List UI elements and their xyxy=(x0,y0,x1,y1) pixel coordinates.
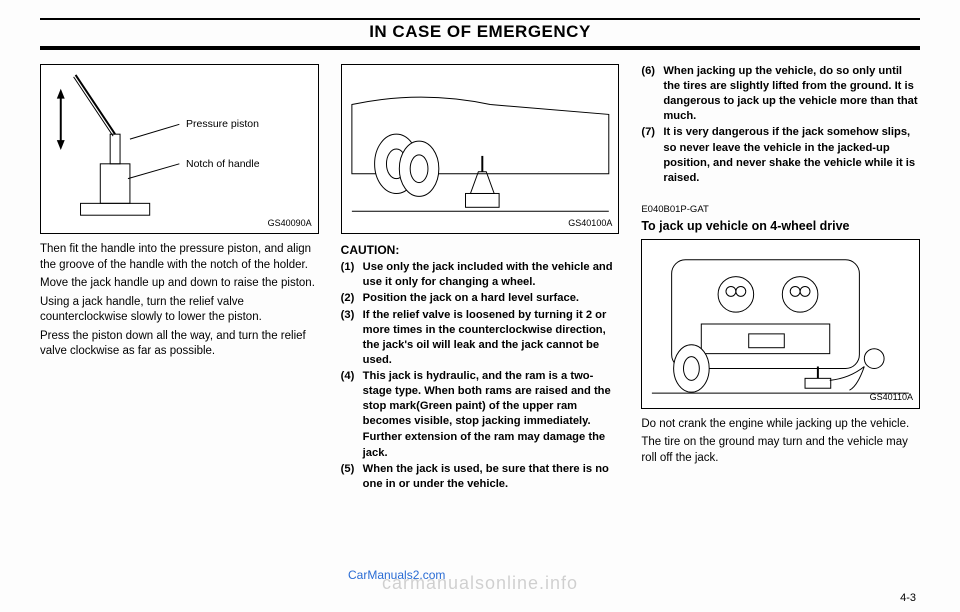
col3-p2: The tire on the ground may turn and the … xyxy=(641,435,920,466)
col1-p4: Press the piston down all the way, and t… xyxy=(40,329,319,360)
list-item: (1)Use only the jack included with the v… xyxy=(341,260,620,290)
figure-code: GS40110A xyxy=(870,391,913,403)
column-3: (6)When jacking up the vehicle, do so on… xyxy=(641,64,920,493)
col1-p3: Using a jack handle, turn the relief val… xyxy=(40,295,319,326)
page-number: 4-3 xyxy=(900,592,916,604)
col1-p2: Move the jack handle up and down to rais… xyxy=(40,276,319,292)
figure-4wd-jack: GS40110A xyxy=(641,239,920,409)
figure-jack-handle: Pressure piston Notch of handle GS40090A xyxy=(40,64,319,234)
list-item: (7)It is very dangerous if the jack some… xyxy=(641,125,920,185)
list-item: (4)This jack is hydraulic, and the ram i… xyxy=(341,369,620,429)
list-item: Further extension of the ram may damage … xyxy=(341,430,620,460)
fourwd-illustration xyxy=(642,240,919,408)
rule-thick xyxy=(40,46,920,50)
section-title: To jack up vehicle on 4-wheel drive xyxy=(641,218,920,235)
columns: Pressure piston Notch of handle GS40090A… xyxy=(40,64,920,493)
column-2: GS40100A CAUTION: (1)Use only the jack i… xyxy=(341,64,620,493)
column-1: Pressure piston Notch of handle GS40090A… xyxy=(40,64,319,493)
page-header: IN CASE OF EMERGENCY xyxy=(40,22,920,46)
caution-list-continued: (6)When jacking up the vehicle, do so on… xyxy=(641,64,920,186)
col1-p1: Then fit the handle into the pressure pi… xyxy=(40,242,319,273)
rule-top xyxy=(40,18,920,20)
list-item: (6)When jacking up the vehicle, do so on… xyxy=(641,64,920,124)
col3-p1: Do not crank the engine while jacking up… xyxy=(641,417,920,433)
figure-code: GS40090A xyxy=(268,217,312,229)
figure-code: GS40100A xyxy=(568,217,612,229)
list-item: (5)When the jack is used, be sure that t… xyxy=(341,462,620,492)
list-item: (3)If the relief valve is loosened by tu… xyxy=(341,308,620,368)
list-item: (2)Position the jack on a hard level sur… xyxy=(341,291,620,306)
jack-vehicle-illustration xyxy=(342,65,619,233)
section-code: E040B01P-GAT xyxy=(641,204,920,217)
watermark-site: carmanualsonline.info xyxy=(382,573,578,594)
label-pressure-piston: Pressure piston xyxy=(186,117,259,131)
caution-heading: CAUTION: xyxy=(341,242,620,258)
figure-jack-under-vehicle: GS40100A xyxy=(341,64,620,234)
manual-page: IN CASE OF EMERGENCY xyxy=(0,0,960,612)
jack-handle-illustration xyxy=(41,65,318,233)
caution-list: (1)Use only the jack included with the v… xyxy=(341,260,620,492)
label-notch-handle: Notch of handle xyxy=(186,157,260,171)
